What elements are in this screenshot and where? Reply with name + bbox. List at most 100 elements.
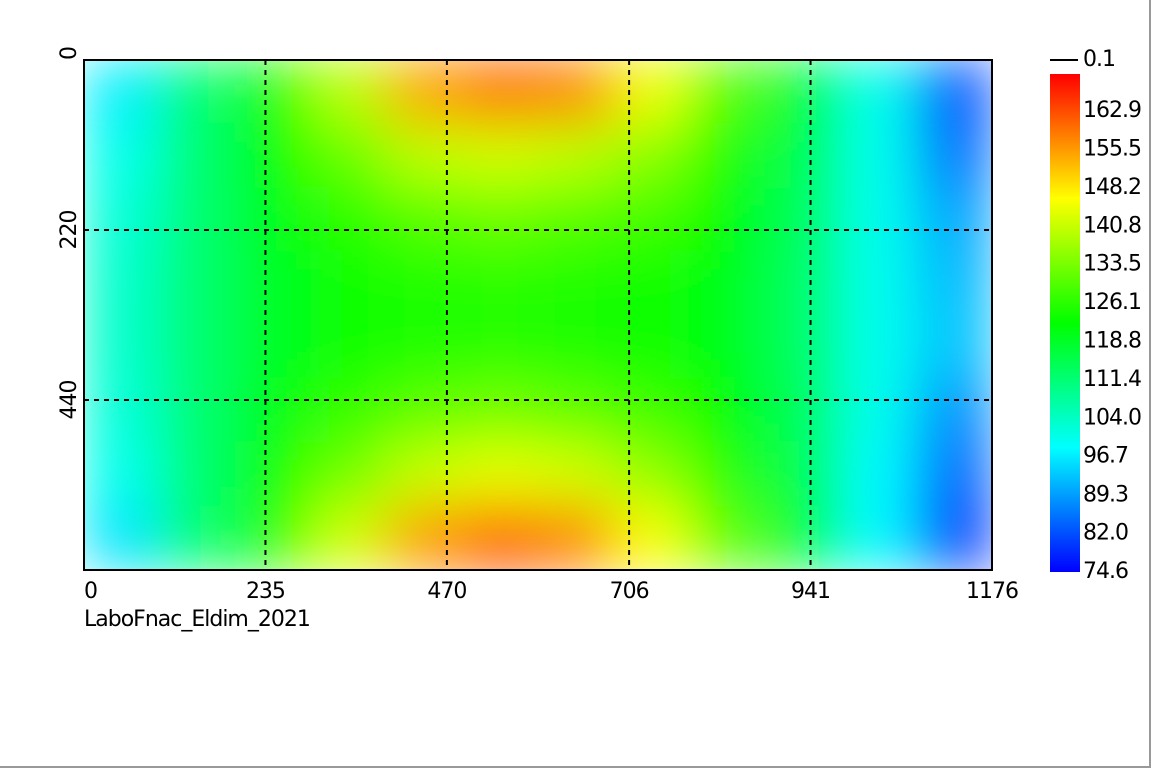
heat-cell (915, 250, 992, 316)
heat-cell (234, 123, 312, 188)
x-tick-label: 235 (246, 579, 285, 604)
heat-cell (461, 378, 539, 443)
heat-cell (159, 378, 236, 443)
heat-cell (461, 123, 539, 188)
heat-cell (613, 314, 690, 380)
heat-cell (613, 60, 690, 125)
heat-cell (688, 60, 766, 125)
heat-cell (915, 60, 992, 125)
colorbar-label: 82.0 (1083, 520, 1128, 545)
heat-cell (840, 250, 917, 316)
heat-cell (613, 123, 690, 188)
heat-cell (234, 378, 312, 443)
heat-cell (915, 314, 992, 380)
heat-cell (537, 314, 615, 380)
heat-cell (840, 505, 917, 570)
heat-cell (537, 123, 615, 188)
heat-cell (310, 250, 388, 316)
heat-cell (310, 123, 388, 188)
heat-cell (84, 505, 161, 570)
heat-cell (840, 442, 917, 507)
heat-cell (234, 314, 312, 380)
heat-cell (159, 442, 236, 507)
heat-cell (537, 250, 615, 316)
heat-cell (537, 505, 615, 570)
heat-cell (386, 60, 463, 125)
colorbar-label: 133.5 (1083, 252, 1141, 277)
heat-cell (461, 505, 539, 570)
heat-cell (461, 60, 539, 125)
y-tick-label: 440 (57, 381, 82, 420)
heat-cell (461, 442, 539, 507)
heat-cell (461, 187, 539, 252)
heat-cell (159, 314, 236, 380)
colorbar-label: 104.0 (1083, 406, 1141, 431)
heat-cell (537, 442, 615, 507)
heat-cell (688, 187, 766, 252)
y-tick-label: 0 (57, 47, 82, 60)
heat-cell (159, 505, 236, 570)
heat-cell (84, 314, 161, 380)
heat-cell (386, 123, 463, 188)
heat-cell (461, 314, 539, 380)
heat-cell (840, 60, 917, 125)
x-tick-label: 0 (84, 579, 97, 604)
heat-cell (688, 442, 766, 507)
heat-cell (159, 250, 236, 316)
heat-cell (386, 250, 463, 316)
heat-cell (537, 60, 615, 125)
colorbar-label: 148.2 (1083, 175, 1141, 200)
colorbar-label: 74.6 (1083, 559, 1128, 584)
heat-cell (915, 378, 992, 443)
heat-cell (613, 378, 690, 443)
heat-cell (537, 187, 615, 252)
heat-cell (84, 60, 161, 125)
heat-cell (764, 442, 842, 507)
y-tick-label: 220 (57, 211, 82, 250)
heat-cell (915, 442, 992, 507)
colorbar (1050, 74, 1080, 572)
heat-cell (613, 187, 690, 252)
heat-cell (386, 187, 463, 252)
heat-cell (84, 378, 161, 443)
heat-cell (537, 378, 615, 443)
x-tick-label: 470 (427, 579, 466, 604)
heat-cell (613, 505, 690, 570)
heat-cell (915, 505, 992, 570)
heat-cell (310, 378, 388, 443)
heat-cell (386, 505, 463, 570)
heat-cell (386, 314, 463, 380)
heat-cell (613, 250, 690, 316)
heat-cell (310, 314, 388, 380)
heat-cell (234, 442, 312, 507)
heat-cell (764, 187, 842, 252)
heat-cell (310, 60, 388, 125)
heat-cell (159, 60, 236, 125)
heat-cell (310, 505, 388, 570)
heat-cell (234, 505, 312, 570)
caption: LaboFnac_Eldim_2021 (84, 607, 310, 632)
heat-cell (84, 442, 161, 507)
line-legend-label: 0.1 (1083, 47, 1115, 72)
colorbar-label: 89.3 (1083, 482, 1128, 507)
heat-cell (613, 442, 690, 507)
heat-cell (159, 187, 236, 252)
colorbar-label: 155.5 (1083, 137, 1141, 162)
heat-cell (688, 314, 766, 380)
heat-cell (840, 314, 917, 380)
heat-cell (688, 250, 766, 316)
heat-cell (915, 123, 992, 188)
heat-cell (84, 187, 161, 252)
heat-cell (764, 123, 842, 188)
x-tick-label: 706 (610, 579, 649, 604)
heat-cell (310, 442, 388, 507)
colorbar-label: 162.9 (1083, 98, 1141, 123)
colorbar-label: 126.1 (1083, 290, 1141, 315)
heat-cell (310, 187, 388, 252)
heat-cell (461, 250, 539, 316)
heat-cell (764, 60, 842, 125)
heat-cell (688, 505, 766, 570)
heat-cell (386, 442, 463, 507)
heat-cell (764, 505, 842, 570)
